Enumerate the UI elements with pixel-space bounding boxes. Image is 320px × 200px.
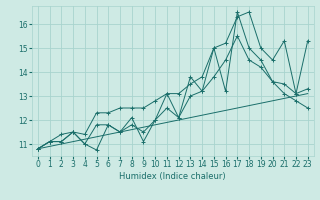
X-axis label: Humidex (Indice chaleur): Humidex (Indice chaleur) xyxy=(119,172,226,181)
